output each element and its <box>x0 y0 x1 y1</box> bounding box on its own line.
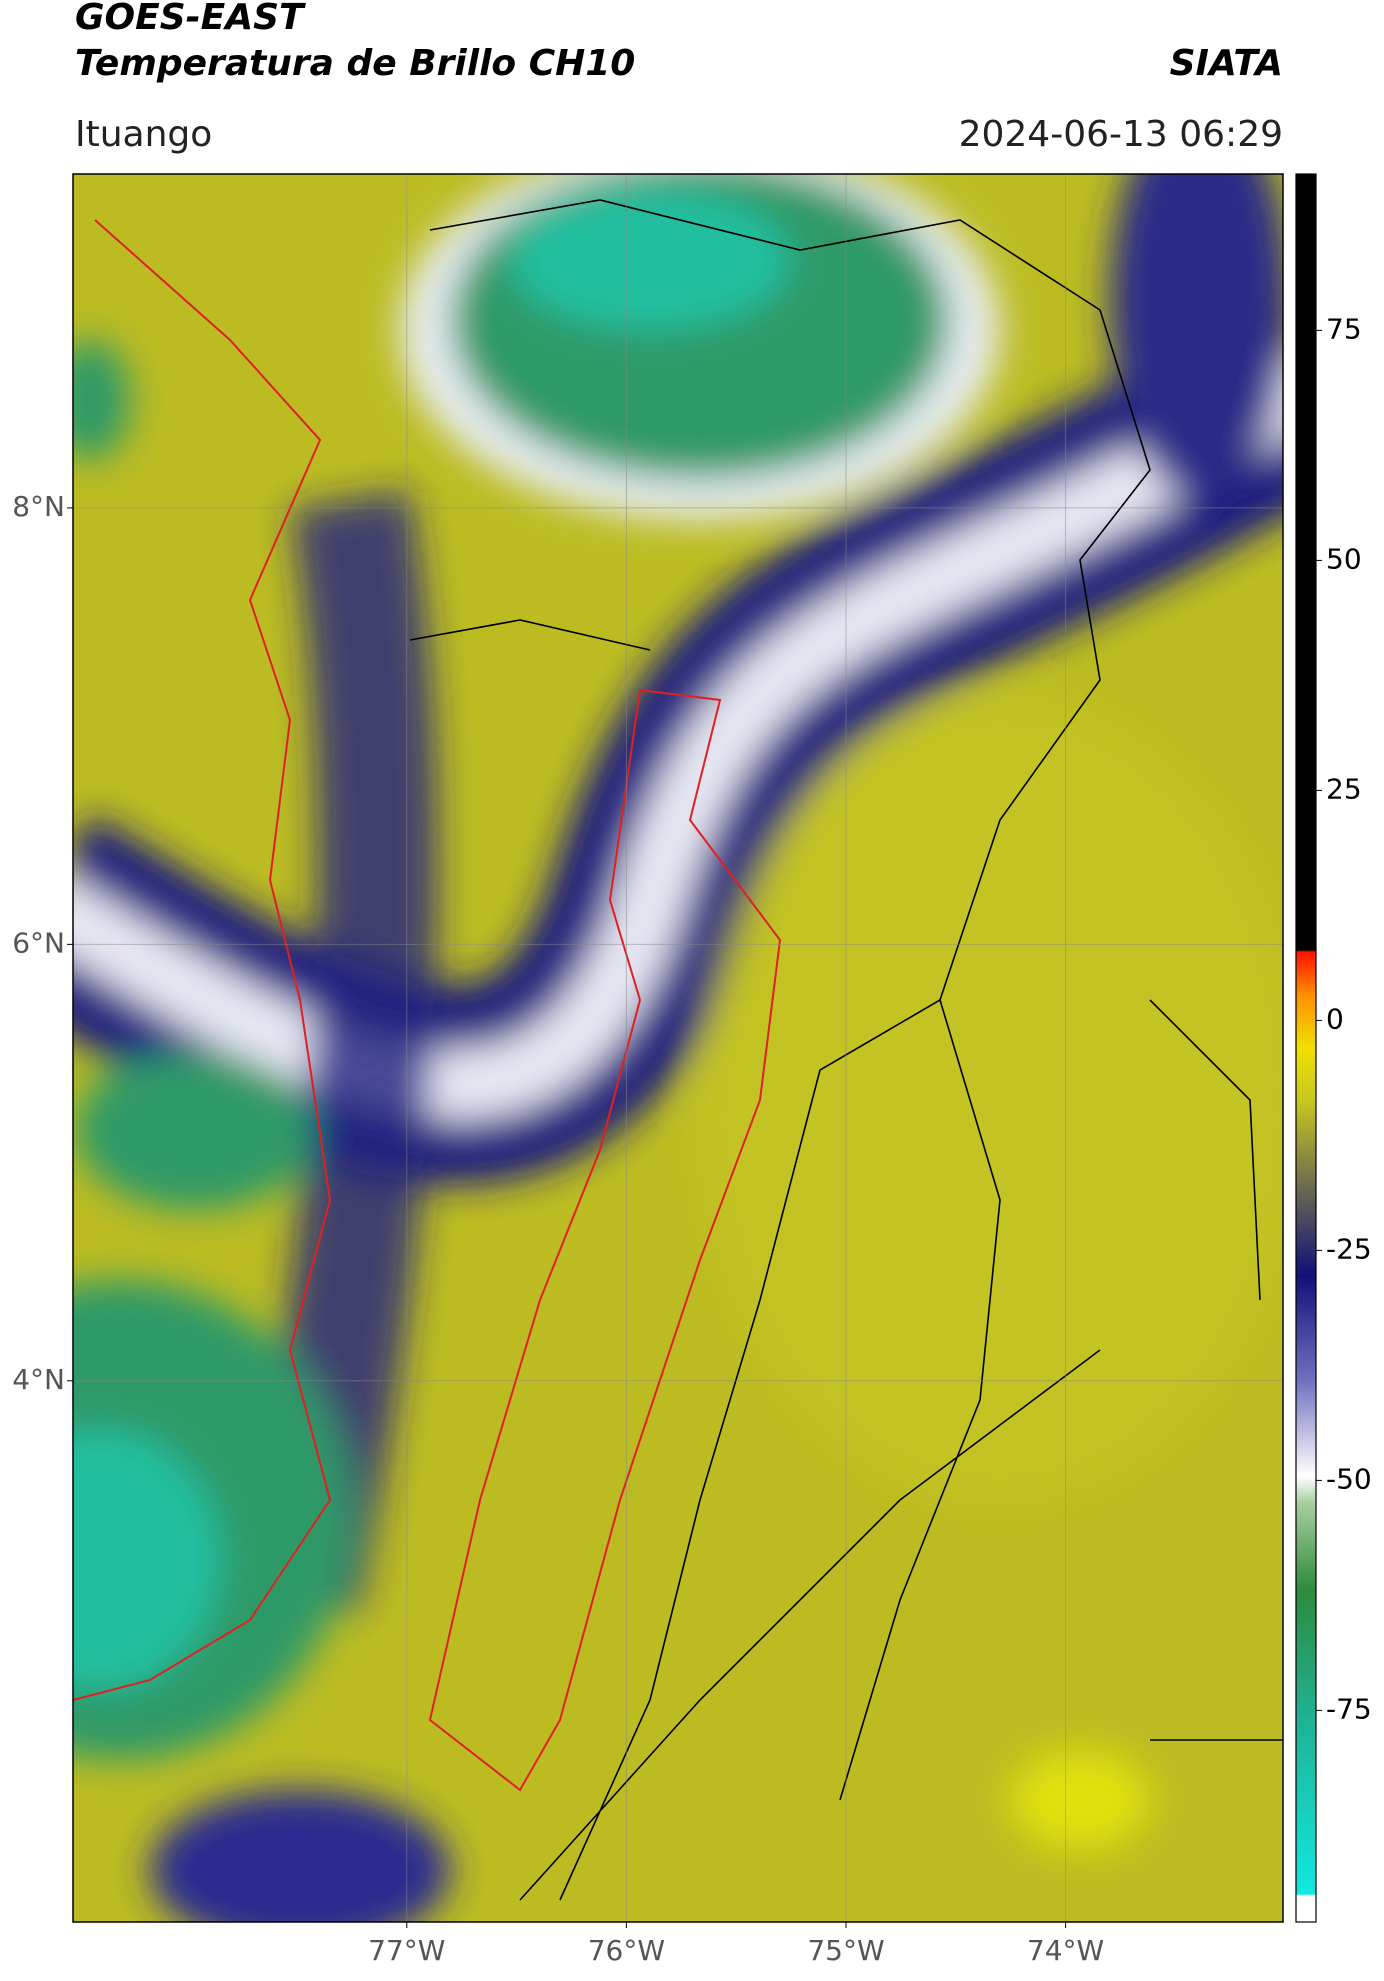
colorbar-label: 25 <box>1326 772 1362 805</box>
lon-label: 77°W <box>368 1934 445 1967</box>
location: Ituango <box>75 114 212 155</box>
lat-label: 4°N <box>12 1363 65 1396</box>
lon-label: 74°W <box>1027 1934 1104 1967</box>
satellite-image <box>73 174 1283 1922</box>
source: SIATA <box>1170 43 1283 84</box>
map-frame <box>72 173 1284 1923</box>
colorbar-label: 0 <box>1326 1002 1344 1035</box>
lon-label: 75°W <box>807 1934 884 1967</box>
colorbar-label: 50 <box>1326 542 1362 575</box>
colorbar-label: 75 <box>1326 312 1362 345</box>
subtitle: Temperatura de Brillo CH10 <box>75 43 635 84</box>
lat-label: 8°N <box>12 490 65 523</box>
title: GOES-EAST <box>75 0 306 38</box>
colorbar-label: -25 <box>1326 1232 1372 1265</box>
lon-label: 76°W <box>588 1934 665 1967</box>
colorbar <box>1295 173 1317 1923</box>
colorbar-label: -75 <box>1326 1692 1372 1725</box>
lat-label: 6°N <box>12 926 65 959</box>
colorbar-label: -50 <box>1326 1462 1372 1495</box>
datetime: 2024-06-13 06:29 <box>959 114 1283 155</box>
